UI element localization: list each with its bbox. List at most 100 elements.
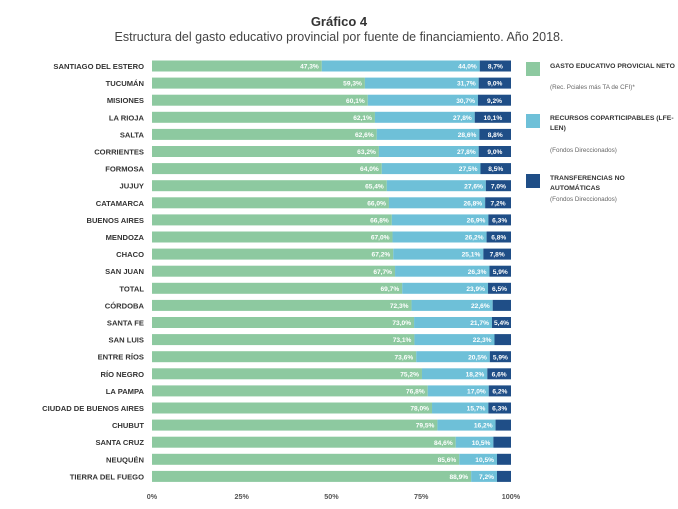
data-label-san-juan-s1: 26,3% [468, 269, 487, 276]
data-label-catamarca-s0: 66,0% [367, 200, 386, 207]
data-label-rio-negro-s0: 75,2% [400, 371, 419, 378]
category-label-total: TOTAL [119, 284, 144, 293]
data-label-total-s2: 6,5% [492, 286, 507, 293]
bar-segment-santa-fe-s2 [491, 317, 511, 328]
legend-label-recursos-coparticipables: RECURSOS COPARTICIPABLES (LFE-LEN) [550, 115, 674, 132]
x-tick-label-1: 25% [235, 492, 250, 501]
bar-segment-total-s1 [402, 282, 489, 294]
bar-segment-chubut-s1 [437, 419, 496, 431]
bar-segment-tierra-del-fuego-s0 [152, 470, 472, 482]
bar-segment-san-luis-s0 [152, 334, 415, 346]
bar-segment-la-pampa-s2 [488, 385, 511, 397]
legend-swatch-gasto-provincial [526, 62, 540, 76]
bar-segment-la-pampa-s0 [152, 385, 428, 397]
bar-segment-catamarca-s1 [388, 197, 486, 209]
bar-segment-misiones-s0 [152, 94, 368, 106]
category-label-formosa: FORMOSA [105, 165, 144, 174]
category-label-chaco: CHACO [116, 250, 144, 259]
bar-segment-buenos-aires-s2 [488, 214, 511, 226]
bar-segment-cordoba-s0 [152, 299, 412, 311]
data-label-formosa-s1: 27,5% [459, 166, 478, 173]
bar-segment-entre-rios-s1 [416, 351, 490, 363]
category-label-san-luis: SAN LUIS [109, 336, 144, 345]
x-tick-label-2: 50% [324, 492, 339, 501]
bar-segment-ciudad-de-buenos-aires-s2 [488, 402, 511, 414]
bar-segment-neuquen-s1 [459, 453, 497, 465]
data-label-rio-negro-s2: 6,6% [492, 371, 507, 378]
bar-segment-chubut-s2 [495, 419, 511, 431]
data-label-chubut-s1: 16,2% [474, 423, 493, 430]
bar-segment-san-juan-s2 [489, 265, 511, 277]
bar-segment-san-luis-s1 [414, 334, 495, 346]
category-label-salta: SALTA [120, 130, 145, 139]
data-label-formosa-s2: 8,5% [488, 166, 503, 173]
data-label-jujuy-s1: 27,6% [464, 183, 483, 190]
data-label-tucuman-s2: 9,0% [487, 81, 502, 88]
data-label-la-pampa-s0: 76,8% [406, 389, 425, 396]
category-label-santa-fe: SANTA FE [107, 319, 144, 328]
bar-segment-total-s0 [152, 282, 403, 294]
data-label-tierra-del-fuego-s0: 88,9% [449, 474, 468, 481]
legend-swatch-transferencias [526, 174, 540, 188]
data-label-la-pampa-s1: 17,0% [467, 389, 486, 396]
bar-segment-cordoba-s1 [411, 299, 493, 311]
bar-segment-salta-s1 [376, 128, 480, 140]
bar-segment-corrientes-s1 [378, 146, 479, 157]
category-label-santa-cruz: SANTA CRUZ [95, 438, 144, 447]
data-label-salta-s2: 8,8% [488, 132, 503, 139]
bar-segment-misiones-s2 [477, 94, 511, 106]
data-label-corrientes-s0: 63,2% [357, 149, 376, 156]
bar-segment-rio-negro-s1 [421, 368, 488, 380]
bar-segment-salta-s2 [479, 128, 511, 140]
bar-segment-chaco-s2 [483, 248, 511, 260]
bar-segment-santa-cruz-s1 [455, 436, 494, 448]
bar-segment-chubut-s0 [152, 419, 438, 431]
data-label-total-s1: 23,9% [466, 286, 485, 293]
data-label-san-juan-s2: 5,9% [493, 269, 508, 276]
category-label-neuquen: NEUQUÉN [106, 455, 144, 464]
data-label-santiago-del-estero-s2: 8,7% [488, 64, 503, 71]
category-label-cordoba: CÓRDOBA [105, 301, 145, 310]
category-label-mendoza: MENDOZA [106, 233, 145, 242]
bar-segment-san-juan-s0 [152, 265, 396, 277]
bar-segment-tierra-del-fuego-s2 [496, 470, 511, 482]
bar-segment-formosa-s0 [152, 163, 382, 175]
bar-segment-rio-negro-s0 [152, 368, 422, 380]
category-label-la-rioja: LA RIOJA [109, 113, 145, 122]
data-label-misiones-s2: 9,2% [487, 98, 502, 105]
bar-segment-neuquen-s0 [152, 453, 460, 465]
chart-title: Gráfico 4 [310, 14, 368, 29]
bar-segment-total-s2 [488, 282, 511, 294]
data-label-total-s0: 69,7% [381, 286, 400, 293]
category-label-santiago-del-estero: SANTIAGO DEL ESTERO [53, 62, 144, 71]
bar-segment-salta-s0 [152, 128, 377, 140]
data-label-santa-fe-s2: 5,4% [494, 320, 509, 327]
bar-segment-catamarca-s0 [152, 197, 389, 209]
data-label-buenos-aires-s0: 66,8% [370, 218, 389, 225]
bar-segment-cordoba-s2 [492, 299, 511, 311]
bar-segment-la-pampa-s1 [427, 385, 489, 397]
data-label-mendoza-s0: 67,0% [371, 235, 390, 242]
bar-segment-tucuman-s1 [364, 77, 479, 89]
bar-segment-chaco-s1 [393, 248, 484, 260]
bar-segment-santiago-del-estero-s1 [321, 60, 480, 72]
legend-label-gasto-provincial: GASTO EDUCATIVO PROVICIAL NETO [550, 63, 675, 70]
data-label-ciudad-de-buenos-aires-s0: 78,0% [410, 406, 429, 413]
bar-segment-santa-cruz-s2 [493, 436, 511, 448]
data-label-buenos-aires-s2: 6,3% [492, 218, 507, 225]
bar-segment-neuquen-s2 [496, 453, 511, 465]
bar-segment-ciudad-de-buenos-aires-s0 [152, 402, 433, 414]
legend-note-transferencias: (Fondos Direccionados) [550, 196, 617, 203]
category-label-la-pampa: LA PAMPA [106, 387, 145, 396]
legend-swatch-recursos-coparticipables [526, 114, 540, 128]
data-label-buenos-aires-s1: 26,9% [467, 218, 486, 225]
data-label-san-juan-s0: 67,7% [373, 269, 392, 276]
data-label-jujuy-s0: 65,4% [365, 183, 384, 190]
category-label-chubut: CHUBUT [112, 421, 144, 430]
bar-segment-mendoza-s1 [392, 231, 487, 243]
bar-segment-jujuy-s1 [386, 180, 486, 192]
bar-segment-santiago-del-estero-s0 [152, 60, 322, 72]
category-label-tucuman: TUCUMÁN [106, 79, 144, 88]
data-label-santa-cruz-s1: 10,5% [472, 440, 491, 447]
bar-segment-la-rioja-s1 [374, 111, 475, 123]
